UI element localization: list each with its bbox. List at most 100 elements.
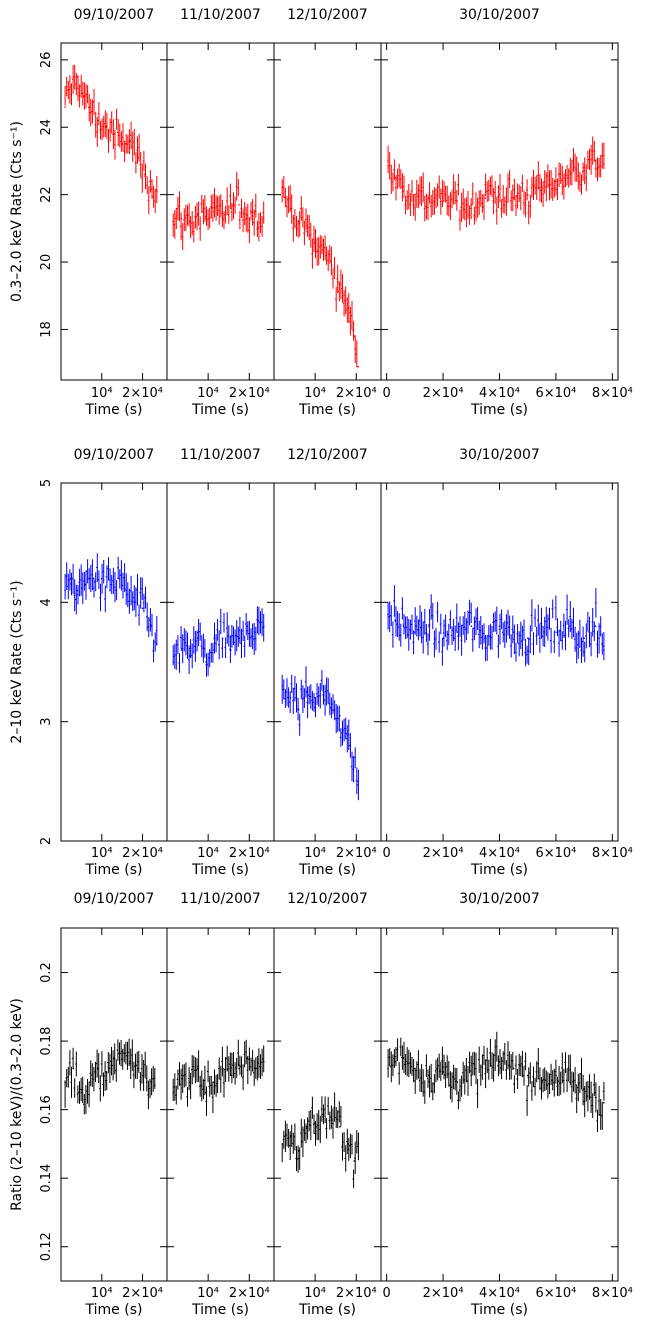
series-group bbox=[172, 606, 265, 677]
data-point bbox=[456, 631, 458, 633]
data-point bbox=[512, 197, 515, 199]
panel-4: 30/10/2007 0 2×10⁴ 4×10⁴ 6×10⁴ 8×10⁴ Time (s) bbox=[380, 891, 633, 1318]
data-point bbox=[583, 637, 585, 639]
light-curve bbox=[172, 606, 265, 677]
data-point bbox=[322, 1115, 325, 1118]
panel-date: 11/10/2007 bbox=[180, 891, 261, 907]
data-point bbox=[188, 1081, 191, 1084]
data-point bbox=[402, 1057, 405, 1060]
data-point bbox=[442, 200, 444, 203]
series-group bbox=[64, 1038, 156, 1115]
data-point bbox=[442, 1071, 444, 1073]
y-tick-label: 18 bbox=[39, 321, 54, 338]
x-tick-label: 2×10⁴ bbox=[423, 386, 464, 401]
data-point bbox=[484, 637, 487, 639]
data-point bbox=[229, 649, 232, 651]
series-group bbox=[387, 1031, 605, 1132]
data-point bbox=[246, 1057, 249, 1060]
x-tick-label: 2×10⁴ bbox=[423, 1286, 464, 1301]
data-point bbox=[221, 217, 224, 220]
data-point bbox=[172, 661, 174, 663]
data-point bbox=[64, 106, 66, 108]
data-point bbox=[594, 1091, 597, 1094]
data-point bbox=[254, 631, 257, 633]
data-point bbox=[238, 203, 240, 206]
data-point bbox=[583, 1088, 585, 1090]
data-point bbox=[205, 217, 207, 220]
data-point bbox=[221, 1067, 224, 1070]
data-point bbox=[96, 119, 99, 122]
data-point bbox=[414, 1067, 416, 1070]
y-tick-label: 0.12 bbox=[39, 1232, 54, 1261]
light-curve bbox=[172, 171, 265, 251]
data-point bbox=[428, 1074, 430, 1077]
data-point bbox=[428, 625, 430, 627]
x-tick-label: 2×10⁴ bbox=[122, 1286, 163, 1301]
data-point bbox=[281, 685, 284, 687]
panel-4: 30/10/2007 0 2×10⁴ 4×10⁴ 6×10⁴ 8×10⁴ Time (s) bbox=[380, 447, 633, 878]
data-point bbox=[197, 1067, 199, 1070]
x-tick-label: 2×10⁴ bbox=[122, 386, 163, 401]
data-point bbox=[484, 197, 487, 199]
y-tick-label: 0.16 bbox=[39, 1095, 54, 1124]
panel-date: 11/10/2007 bbox=[180, 7, 261, 23]
data-point bbox=[180, 1074, 183, 1077]
data-point bbox=[180, 217, 183, 220]
data-point bbox=[100, 577, 103, 580]
x-tick-label: 4×10⁴ bbox=[479, 846, 520, 861]
data-point bbox=[105, 126, 107, 129]
series-group bbox=[172, 1039, 265, 1116]
data-point bbox=[238, 637, 240, 639]
data-point bbox=[172, 1091, 174, 1094]
data-point bbox=[555, 631, 557, 633]
panel-date: 11/10/2007 bbox=[180, 447, 261, 463]
panel-date: 12/10/2007 bbox=[287, 447, 368, 463]
data-point bbox=[262, 217, 265, 220]
y-tick-label: 26 bbox=[39, 52, 54, 69]
data-point bbox=[603, 163, 605, 166]
data-point bbox=[569, 625, 571, 627]
series-group bbox=[172, 171, 265, 251]
y-tick-label: 3 bbox=[39, 718, 54, 726]
x-tick-label: 2×10⁴ bbox=[229, 386, 270, 401]
x-tick-label: 8×10⁴ bbox=[592, 1286, 633, 1301]
panel-date: 09/10/2007 bbox=[74, 7, 155, 23]
panel-date: 30/10/2007 bbox=[459, 447, 540, 463]
data-point bbox=[555, 180, 557, 182]
data-point bbox=[129, 1060, 132, 1063]
data-point bbox=[456, 200, 458, 203]
data-point bbox=[197, 637, 199, 639]
data-point bbox=[512, 631, 515, 633]
data-point bbox=[92, 577, 95, 580]
data-point bbox=[470, 625, 473, 627]
panel-4: 30/10/2007 0 2×10⁴ 4×10⁴ 6×10⁴ 8×10⁴ Time (s) bbox=[380, 7, 633, 418]
data-point bbox=[387, 613, 389, 616]
data-point bbox=[125, 589, 128, 592]
data-point bbox=[96, 1067, 99, 1070]
data-point bbox=[470, 203, 473, 206]
panel-frame bbox=[380, 42, 619, 381]
x-tick-label: 2×10⁴ bbox=[122, 846, 163, 861]
series-group bbox=[387, 585, 605, 667]
data-point bbox=[498, 193, 501, 196]
y-tick-label: 0.14 bbox=[39, 1164, 54, 1193]
data-point bbox=[541, 187, 543, 189]
data-point bbox=[229, 1074, 232, 1077]
data-point bbox=[156, 190, 158, 193]
x-tick-label: 6×10⁴ bbox=[535, 846, 576, 861]
data-point bbox=[297, 1149, 300, 1152]
data-point bbox=[336, 281, 339, 284]
data-point bbox=[205, 1091, 207, 1094]
panel-frame bbox=[60, 482, 168, 842]
data-point bbox=[357, 1143, 360, 1145]
data-point bbox=[238, 1067, 240, 1070]
panel-date: 30/10/2007 bbox=[459, 891, 540, 907]
panel-frame bbox=[273, 482, 382, 842]
data-point bbox=[603, 1101, 605, 1104]
data-point bbox=[88, 1081, 91, 1084]
data-point bbox=[109, 589, 111, 592]
data-point bbox=[387, 160, 389, 162]
x-tick-label: 8×10⁴ bbox=[592, 386, 633, 401]
data-point bbox=[72, 1067, 75, 1070]
